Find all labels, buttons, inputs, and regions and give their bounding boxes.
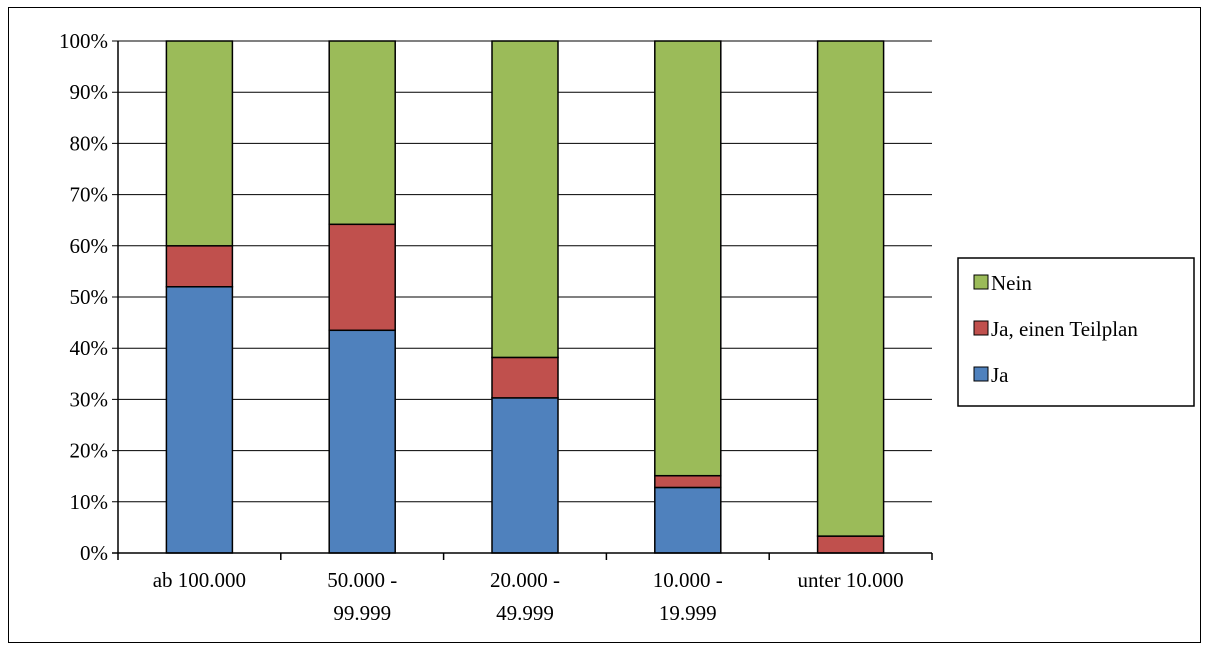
- bars: [165, 40, 885, 554]
- bar-segment: [165, 286, 234, 554]
- legend-swatch: [973, 274, 989, 290]
- x-tick-label: ab 100.000: [153, 568, 246, 592]
- y-tick-label: 20%: [70, 439, 109, 463]
- bar-segment: [328, 329, 396, 554]
- y-tick-label: 70%: [70, 183, 109, 207]
- legend-label: Nein: [991, 271, 1032, 295]
- x-tick-label: 20.000 -49.999: [490, 568, 560, 625]
- y-tick-label: 90%: [70, 80, 109, 104]
- bar-segment: [654, 486, 722, 554]
- bar-segment: [491, 397, 559, 554]
- bar-segment: [816, 535, 885, 554]
- bar-segment: [491, 356, 559, 399]
- legend-label: Ja: [991, 363, 1009, 387]
- bar-segment: [328, 40, 396, 226]
- bar-segment: [816, 40, 885, 537]
- bar-segment: [165, 245, 234, 288]
- y-tick-label: 10%: [70, 490, 109, 514]
- bar-segment: [165, 40, 234, 247]
- y-tick-label: 0%: [80, 541, 108, 565]
- y-tick-label: 60%: [70, 234, 109, 258]
- bar-segment: [328, 223, 396, 332]
- y-tick-label: 40%: [70, 336, 109, 360]
- y-tick-label: 50%: [70, 285, 109, 309]
- x-tick-label: 50.000 -99.999: [327, 568, 397, 625]
- legend-swatch: [973, 320, 989, 336]
- legend-swatch: [973, 366, 989, 382]
- x-tick-label: 10.000 -19.999: [653, 568, 723, 625]
- legend-label: Ja, einen Teilplan: [991, 317, 1138, 341]
- y-tick-label: 30%: [70, 387, 109, 411]
- x-tick-label: unter 10.000: [798, 568, 904, 592]
- y-tick-label: 100%: [59, 29, 108, 53]
- y-tick-labels: 0% 10% 20% 30% 40% 50% 60% 70% 80% 90% 100%: [59, 29, 108, 565]
- bar-segment: [654, 474, 722, 489]
- y-tick-label: 80%: [70, 131, 109, 155]
- bar-segment: [491, 40, 559, 359]
- axes: [112, 41, 933, 560]
- legend-box: [957, 257, 1195, 407]
- x-tick-labels: ab 100.000 50.000 -99.999 20.000 -49.999 10…: [153, 568, 904, 625]
- legend: Nein Ja, einen Teilplan Ja: [957, 257, 1195, 407]
- bar-segment: [654, 40, 722, 477]
